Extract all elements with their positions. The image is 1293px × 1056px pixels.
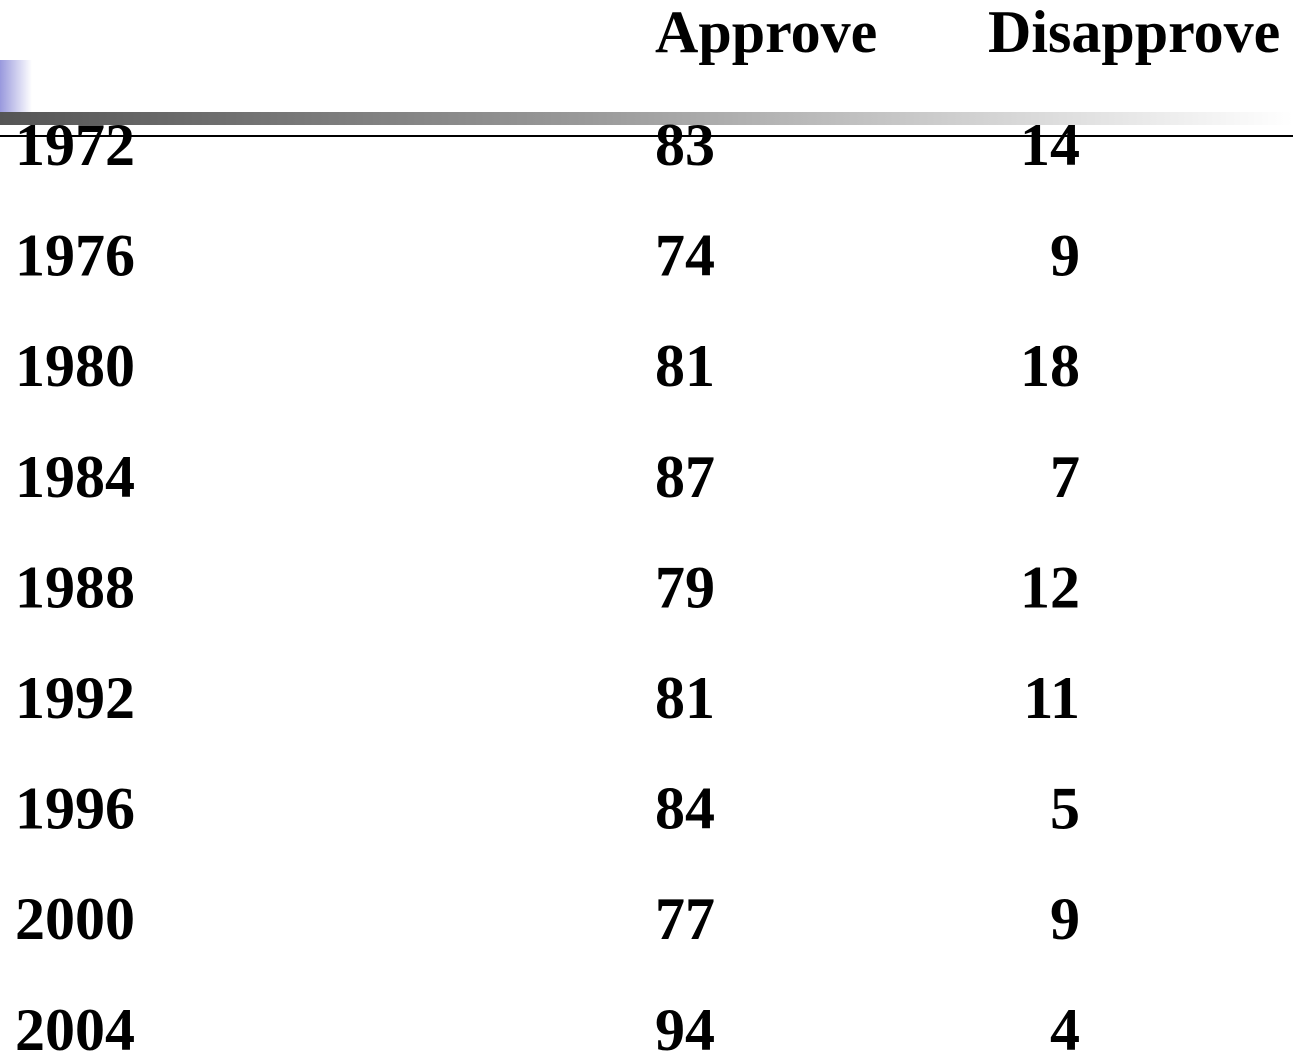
accent-square bbox=[0, 60, 32, 118]
column-header: Disapprove bbox=[988, 0, 1280, 65]
disapprove-cell: 9 bbox=[1050, 886, 1080, 952]
approve-cell: 81 bbox=[655, 333, 715, 399]
disapprove-cell: 4 bbox=[1050, 997, 1080, 1056]
year-cell: 2004 bbox=[15, 997, 135, 1056]
year-cell: 1972 bbox=[15, 112, 135, 178]
year-cell: 1992 bbox=[15, 665, 135, 731]
approve-cell: 94 bbox=[655, 997, 715, 1056]
disapprove-cell: 12 bbox=[1020, 554, 1080, 620]
approve-cell: 83 bbox=[655, 112, 715, 178]
year-cell: 1984 bbox=[15, 444, 135, 510]
disapprove-cell: 18 bbox=[1020, 333, 1080, 399]
year-cell: 2000 bbox=[15, 886, 135, 952]
approve-cell: 84 bbox=[655, 776, 715, 842]
disapprove-cell: 7 bbox=[1050, 444, 1080, 510]
year-cell: 1996 bbox=[15, 776, 135, 842]
disapprove-cell: 11 bbox=[1023, 665, 1080, 731]
approve-cell: 74 bbox=[655, 223, 715, 289]
approve-cell: 79 bbox=[655, 554, 715, 620]
year-cell: 1988 bbox=[15, 554, 135, 620]
approve-cell: 77 bbox=[655, 886, 715, 952]
column-header: Approve bbox=[655, 0, 877, 65]
approve-cell: 87 bbox=[655, 444, 715, 510]
year-cell: 1980 bbox=[15, 333, 135, 399]
approve-cell: 81 bbox=[655, 665, 715, 731]
year-cell: 1976 bbox=[15, 223, 135, 289]
disapprove-cell: 14 bbox=[1020, 112, 1080, 178]
accent-bar bbox=[0, 112, 1293, 125]
disapprove-cell: 5 bbox=[1050, 776, 1080, 842]
disapprove-cell: 9 bbox=[1050, 223, 1080, 289]
